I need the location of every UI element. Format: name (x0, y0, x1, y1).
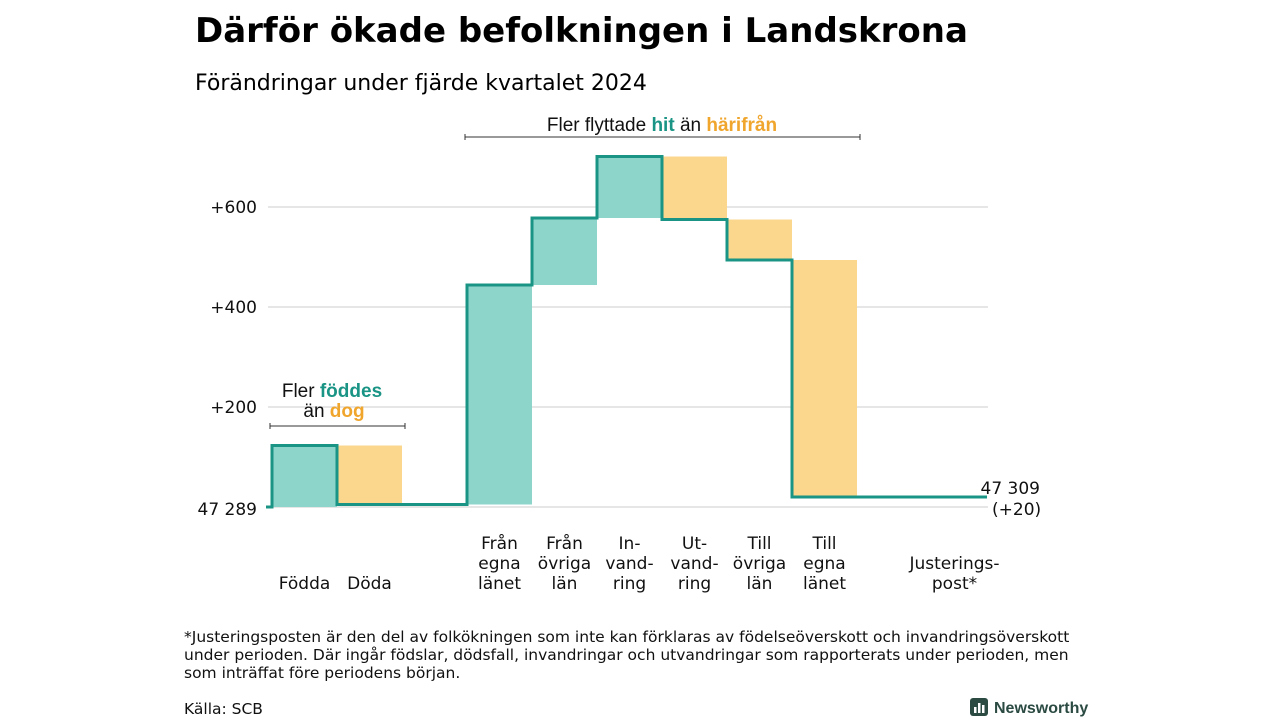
waterfall-bar (792, 260, 857, 497)
category-label: egna (803, 554, 845, 574)
births-annotation-line2: än dog (303, 401, 364, 422)
waterfall-bar (597, 156, 662, 218)
category-label: Döda (347, 574, 392, 594)
category-label: Till (746, 534, 771, 554)
category-label: länet (803, 574, 846, 594)
category-label: länet (478, 574, 521, 594)
births-dog-text: dog (330, 401, 365, 422)
migration-pre-text: Fler flyttade (547, 115, 646, 136)
footnote-line-3: som inträffat före periodens början. (184, 664, 460, 682)
migration-mid-text: än (680, 115, 701, 136)
y-tick-label: +400 (210, 298, 257, 318)
births-annotation: Fler föddes än dog (269, 381, 406, 429)
migration-annotation: Fler flyttade hit än härifrån (464, 115, 861, 140)
footnote-line-1: *Justeringsposten är den del av folkökni… (184, 628, 1069, 646)
category-label: Födda (279, 574, 331, 594)
end-change-label: (+20) (992, 500, 1041, 520)
waterfall-bar (272, 445, 337, 507)
category-label: övriga (538, 554, 591, 574)
category-label: In- (619, 534, 641, 554)
births-annotation-line1: Fler föddes (282, 381, 382, 402)
category-label: ring (678, 574, 711, 594)
source-label: Källa: SCB (184, 700, 263, 718)
cumulative-step-line (266, 155, 987, 509)
category-labels: Födda DödaFrånegnalänetFrånövrigalänIn-va… (279, 533, 1000, 594)
category-label: övriga (733, 554, 786, 574)
migration-harifran-text: härifrån (706, 115, 777, 136)
chart-subtitle: Förändringar under fjärde kvartalet 2024 (195, 71, 647, 96)
newsworthy-logo-bar-1 (974, 707, 977, 713)
category-label: Från (481, 533, 518, 554)
category-label: egna (478, 554, 520, 574)
category-label: Till (811, 534, 836, 554)
baseline-label: 47 289 (198, 500, 257, 520)
waterfall-bar (727, 219, 792, 260)
births-pre-text: Fler (282, 381, 315, 402)
migration-hit-text: hit (651, 115, 675, 136)
waterfall-bar (532, 218, 597, 285)
newsworthy-logo-text: Newsworthy (994, 700, 1088, 717)
category-label: Justerings- (908, 554, 999, 574)
waterfall-bar (467, 285, 532, 505)
newsworthy-logo-bar-3 (982, 705, 985, 713)
category-label: län (747, 574, 773, 594)
newsworthy-logo: Newsworthy (970, 698, 1088, 717)
newsworthy-logo-bar-2 (978, 703, 981, 713)
category-label: vand- (670, 554, 718, 574)
category-label: län (552, 574, 578, 594)
end-value-label: 47 309 (981, 479, 1040, 499)
chart-title: Därför ökade befolkningen i Landskrona (195, 11, 968, 51)
y-tick-label: +600 (210, 198, 257, 218)
migration-annotation-text: Fler flyttade hit än härifrån (547, 115, 777, 136)
bars (272, 156, 857, 507)
y-axis-ticks: +200 +400 +600 47 289 (198, 198, 257, 520)
category-label: Från (546, 533, 583, 554)
births-mid-text: än (303, 401, 324, 422)
footnote-line-2: under perioden. Där ingår födslar, dödsf… (184, 646, 1069, 664)
category-label: ring (613, 574, 646, 594)
waterfall-bar (662, 156, 727, 220)
category-label: Ut- (682, 534, 707, 554)
category-label: vand- (605, 554, 653, 574)
y-tick-label: +200 (210, 398, 257, 418)
births-foddes-text: föddes (320, 381, 382, 402)
waterfall-bar (337, 445, 402, 505)
category-label: post* (932, 574, 977, 594)
